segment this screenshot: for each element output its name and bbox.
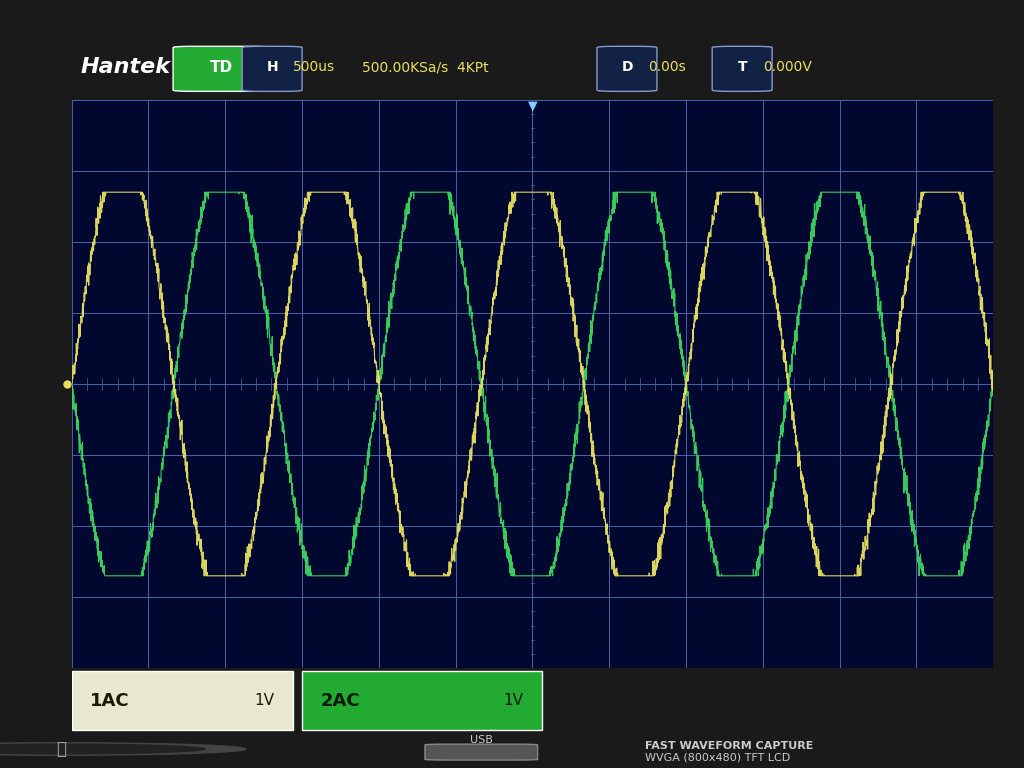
FancyBboxPatch shape [302, 671, 542, 730]
Text: ▼: ▼ [527, 100, 538, 113]
Text: D: D [622, 60, 633, 74]
Text: WVGA (800x480) TFT LCD: WVGA (800x480) TFT LCD [645, 753, 791, 763]
FancyBboxPatch shape [425, 744, 538, 760]
Text: TD: TD [210, 60, 233, 74]
Text: ⏻: ⏻ [56, 740, 67, 758]
Text: 2AC: 2AC [321, 692, 360, 710]
Text: FAST WAVEFORM CAPTURE: FAST WAVEFORM CAPTURE [645, 740, 813, 750]
Text: 500us: 500us [293, 60, 335, 74]
Text: 1AC: 1AC [90, 692, 130, 710]
Text: Hantek: Hantek [81, 57, 171, 78]
FancyBboxPatch shape [72, 671, 293, 730]
Text: H: H [267, 60, 279, 74]
Text: 500.00KSa/s  4KPt: 500.00KSa/s 4KPt [362, 60, 488, 74]
Circle shape [0, 744, 205, 754]
Text: T: T [738, 60, 748, 74]
Text: USB: USB [470, 735, 493, 745]
FancyBboxPatch shape [713, 46, 772, 91]
Circle shape [0, 743, 246, 755]
Text: 1V: 1V [254, 694, 274, 708]
Text: 1V: 1V [503, 694, 523, 708]
FancyBboxPatch shape [242, 46, 302, 91]
Text: 0.00s: 0.00s [648, 60, 685, 74]
FancyBboxPatch shape [173, 46, 270, 91]
FancyBboxPatch shape [597, 46, 657, 91]
Text: 0.000V: 0.000V [763, 60, 812, 74]
